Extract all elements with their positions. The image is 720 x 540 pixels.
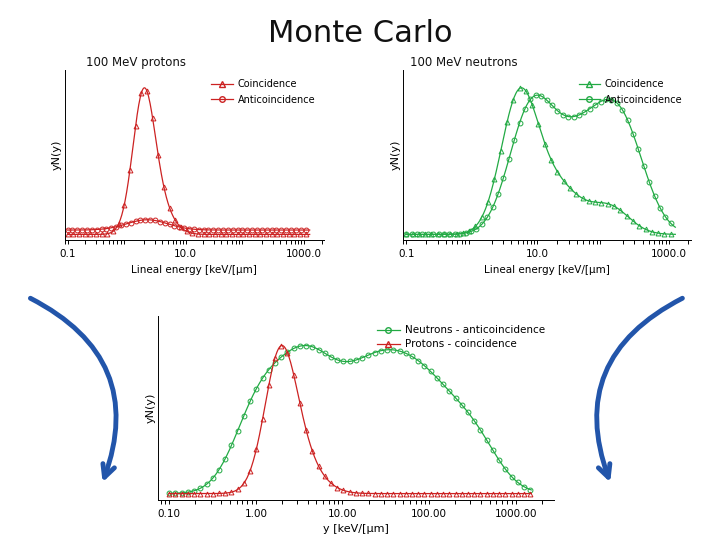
Text: 100 MeV protons: 100 MeV protons	[86, 56, 186, 69]
Legend: Neutrons - anticoincidence, Protons - coincidence: Neutrons - anticoincidence, Protons - co…	[373, 321, 549, 354]
Legend: Coincidence, Anticoincidence: Coincidence, Anticoincidence	[575, 75, 686, 109]
X-axis label: y [keV/[μm]: y [keV/[μm]	[323, 524, 390, 534]
Y-axis label: yN(y): yN(y)	[52, 140, 62, 171]
Text: Monte Carlo: Monte Carlo	[268, 19, 452, 48]
Legend: Coincidence, Anticoincidence: Coincidence, Anticoincidence	[207, 75, 319, 109]
Y-axis label: yN(y): yN(y)	[390, 140, 400, 171]
Y-axis label: yN(y): yN(y)	[145, 393, 156, 423]
Text: 100 MeV neutrons: 100 MeV neutrons	[410, 56, 518, 69]
X-axis label: Lineal energy [keV/[μm]: Lineal energy [keV/[μm]	[132, 265, 257, 275]
X-axis label: Lineal energy [keV/[μm]: Lineal energy [keV/[μm]	[485, 265, 610, 275]
